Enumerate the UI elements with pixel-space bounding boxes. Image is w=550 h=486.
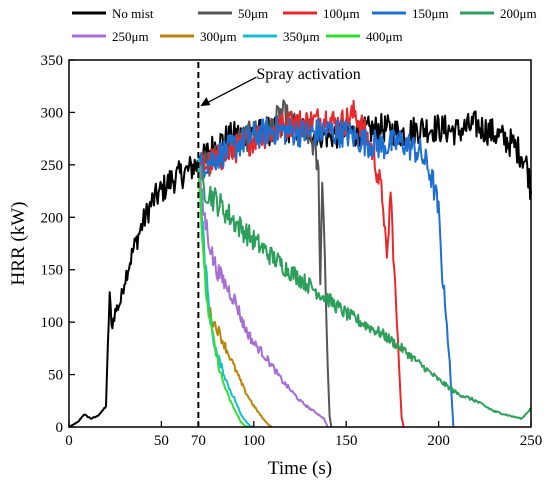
series-line-7 bbox=[197, 153, 255, 428]
y-tick-label-7: 350 bbox=[41, 53, 64, 69]
legend-label-3: 150μm bbox=[412, 6, 449, 21]
y-tick-label-2: 100 bbox=[41, 315, 64, 331]
legend-label-2: 100μm bbox=[323, 6, 360, 21]
x-tick-label-3: 100 bbox=[243, 433, 266, 449]
spray-activation-arrow bbox=[204, 76, 257, 105]
x-tick-label-5: 200 bbox=[427, 433, 450, 449]
series-line-4 bbox=[197, 164, 532, 420]
series-line-3 bbox=[197, 115, 455, 428]
series-line-0 bbox=[68, 110, 532, 428]
x-tick-label-2: 70 bbox=[191, 433, 206, 449]
plot-frame bbox=[68, 59, 532, 428]
legend-label-8: 400μm bbox=[366, 29, 403, 44]
legend-label-4: 200μm bbox=[500, 6, 537, 21]
spray-activation-label: Spray activation bbox=[256, 66, 360, 83]
series-line-5 bbox=[197, 165, 329, 428]
series-layer bbox=[68, 99, 532, 428]
y-tick-label-3: 150 bbox=[41, 263, 64, 279]
x-axis-title: Time (s) bbox=[268, 458, 332, 479]
legend-label-5: 250μm bbox=[112, 29, 149, 44]
y-tick-label-0: 0 bbox=[56, 420, 64, 436]
legend-label-7: 350μm bbox=[283, 29, 320, 44]
y-tick-label-6: 300 bbox=[41, 105, 64, 121]
x-tick-label-6: 250 bbox=[520, 433, 543, 449]
series-line-6 bbox=[197, 154, 273, 428]
legend: No mist 50μm 100μm 150μm 200μm 250μm 300μm 350μ… bbox=[72, 6, 537, 44]
series-line-8 bbox=[197, 170, 249, 428]
y-tick-label-1: 50 bbox=[48, 368, 63, 384]
x-tick-label-4: 150 bbox=[335, 433, 358, 449]
y-axis-title: HRR (kW) bbox=[8, 202, 29, 286]
x-tick-label-0: 0 bbox=[65, 433, 73, 449]
y-tick-label-4: 200 bbox=[41, 210, 64, 226]
x-tick-label-1: 50 bbox=[154, 433, 169, 449]
axes: 0 50 70 100 150 200 250 0 50 100 150 200 250 300 350 bbox=[41, 53, 543, 449]
legend-label-1: 50μm bbox=[238, 6, 268, 21]
legend-label-6: 300μm bbox=[200, 29, 237, 44]
spray-activation-arrow-head bbox=[200, 97, 211, 107]
y-tick-label-5: 250 bbox=[41, 158, 64, 174]
legend-label-0: No mist bbox=[112, 6, 154, 21]
